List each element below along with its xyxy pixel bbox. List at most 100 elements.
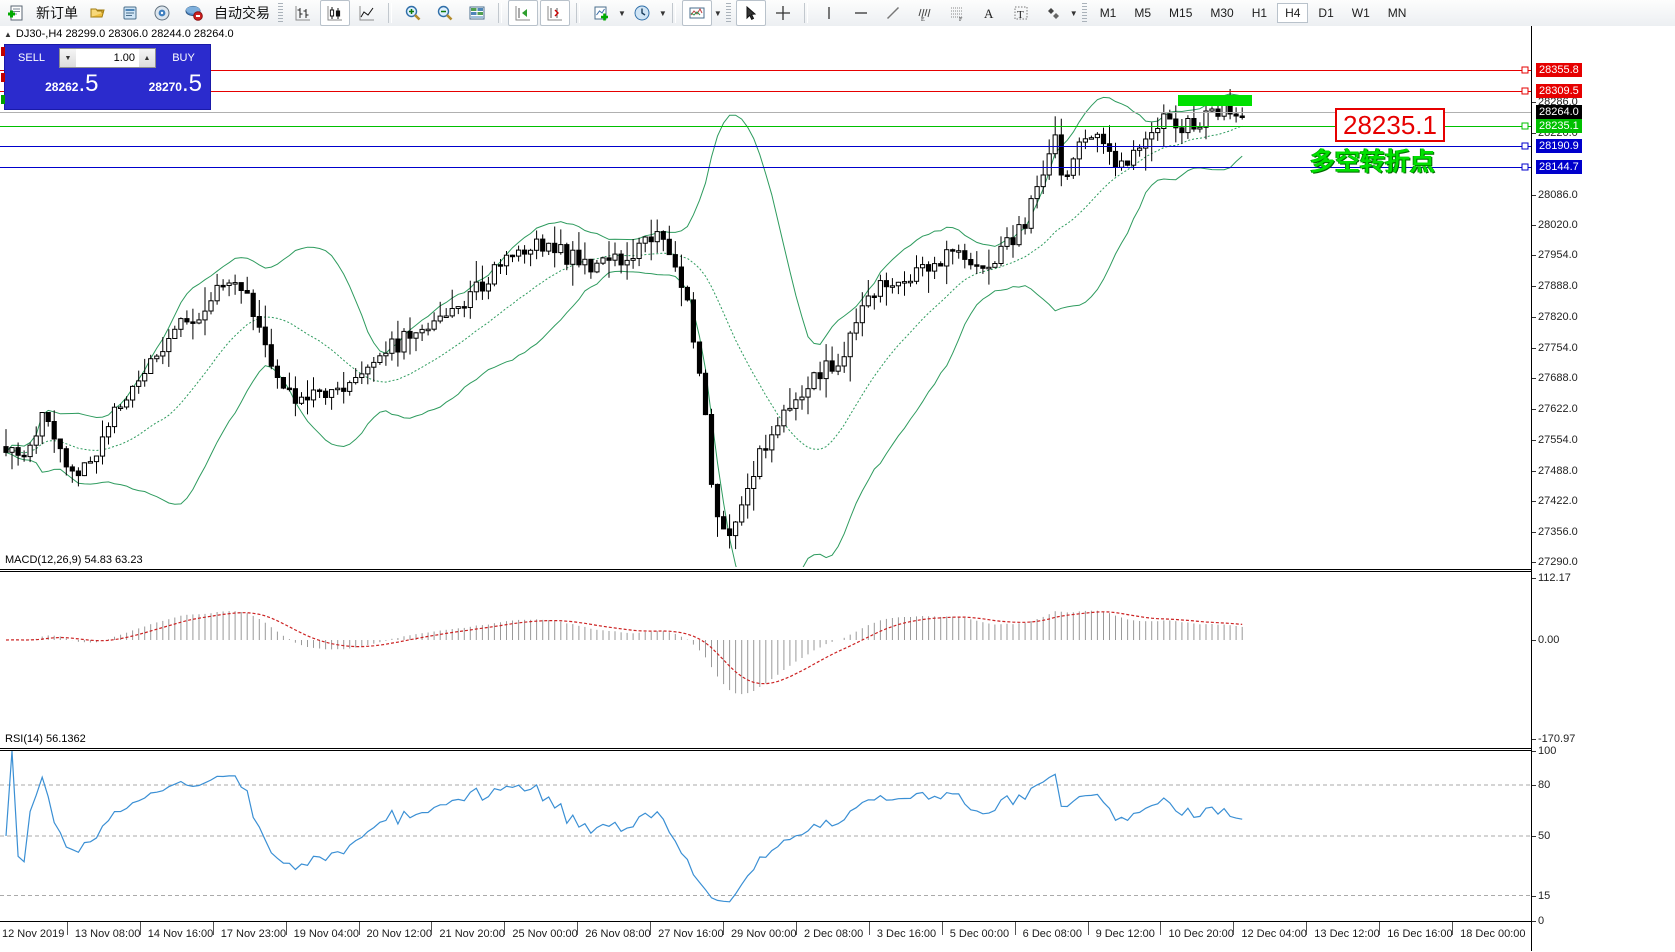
trendline-icon[interactable]	[878, 0, 908, 26]
level-line-28144.7[interactable]	[0, 167, 1531, 169]
periods-icon[interactable]	[627, 0, 657, 26]
timeframe-w1[interactable]: W1	[1351, 6, 1370, 20]
price-tick	[1532, 132, 1536, 134]
pane-divider-1b	[0, 571, 1531, 572]
price-annotation-value: 28235.1	[1343, 110, 1437, 140]
time-scale[interactable]: 12 Nov 2019 13 Nov 08:00 14 Nov 16:00 17 No…	[0, 921, 1531, 952]
horizontal-line-icon[interactable]	[846, 0, 876, 26]
chinese-annotation-text[interactable]: 多空转折点	[1310, 147, 1436, 176]
svg-text:E: E	[921, 17, 925, 22]
support-zone-rectangle[interactable]	[1178, 95, 1252, 106]
volume-input[interactable]: ▼ 1.00 ▲	[59, 48, 156, 68]
cursor-icon[interactable]	[735, 0, 766, 26]
autotrade-label[interactable]: 自动交易	[214, 5, 270, 21]
grid-icon[interactable]	[462, 0, 492, 26]
time-tick-label: 12 Dec 04:00	[1241, 928, 1307, 940]
time-divider	[577, 922, 579, 935]
timeframe-mn[interactable]: MN	[1387, 6, 1407, 20]
templates-dropdown-caret[interactable]: ▼	[713, 8, 722, 18]
time-divider	[1160, 922, 1162, 935]
level-line-28355.8[interactable]	[0, 70, 1531, 71]
volume-increase-button[interactable]: ▲	[139, 49, 155, 67]
price-tick-label: 27888.0	[1538, 279, 1578, 292]
one-click-trading-panel[interactable]: SELL ▼ 1.00 ▲ BUY 28262.5 28270.5	[1, 44, 211, 110]
time-tick-label: 25 Nov 00:00	[512, 928, 578, 940]
price-level-box-28190.9[interactable]: 28190.9	[1536, 139, 1582, 154]
text-label-icon[interactable]: T	[1006, 0, 1036, 26]
zoom-out-icon[interactable]	[430, 0, 460, 26]
bar-chart-icon[interactable]	[288, 0, 318, 26]
sell-button[interactable]: SELL	[18, 52, 45, 64]
level-line-anchor[interactable]	[1521, 87, 1529, 95]
new-order-icon[interactable]	[1, 0, 31, 26]
timeframe-h1[interactable]: H1	[1251, 6, 1268, 20]
price-pane[interactable]	[0, 40, 1531, 567]
vertical-line-icon[interactable]	[814, 0, 844, 26]
zoom-in-icon[interactable]	[398, 0, 428, 26]
price-level-box-28264.0[interactable]: 28264.0	[1536, 105, 1582, 120]
price-level-box-28309.5[interactable]: 28309.5	[1536, 84, 1582, 99]
level-line-anchor[interactable]	[1521, 142, 1529, 150]
time-tick-label: 14 Nov 16:00	[147, 928, 214, 940]
shapes-dropdown-caret[interactable]: ▼	[1069, 8, 1078, 18]
rsi-tick	[1532, 836, 1536, 837]
line-chart-icon[interactable]	[352, 0, 382, 26]
level-line-anchor[interactable]	[1521, 122, 1529, 130]
toolbar-grip-3[interactable]	[1081, 3, 1087, 23]
time-tick-label: 13 Nov 08:00	[74, 928, 141, 940]
shapes-icon[interactable]	[1038, 0, 1068, 26]
timeframe-m15[interactable]: M15	[1169, 6, 1193, 20]
level-line-28309.5[interactable]	[0, 91, 1531, 93]
new-order-label[interactable]: 新订单	[36, 5, 78, 21]
timeframe-d1[interactable]: D1	[1318, 6, 1334, 20]
rsi-chart-svg	[0, 751, 1531, 903]
level-line-28264.0[interactable]	[0, 112, 1531, 114]
indicators-icon[interactable]	[586, 0, 616, 26]
timeframe-m1[interactable]: M1	[1099, 6, 1117, 20]
macd-tick-label: 0.00	[1538, 634, 1560, 646]
shift-icon[interactable]	[540, 0, 570, 26]
price-level-box-28235.1[interactable]: 28235.1	[1536, 118, 1582, 133]
sell-price[interactable]: 28262.5	[5, 71, 109, 107]
volume-value[interactable]: 1.00	[76, 52, 139, 64]
text-icon[interactable]: A	[974, 0, 1004, 26]
data-window-icon[interactable]	[115, 0, 145, 26]
folder-icon[interactable]	[83, 0, 113, 26]
auto-scroll-icon[interactable]	[508, 0, 538, 26]
timeframe-h4[interactable]: H4	[1277, 3, 1309, 23]
navigator-icon[interactable]	[147, 0, 177, 26]
timeframe-m30[interactable]: M30	[1210, 6, 1234, 20]
fibonacci-icon[interactable]: F	[942, 0, 972, 26]
buy-price[interactable]: 28270.5	[109, 71, 211, 107]
buy-button[interactable]: BUY	[172, 52, 195, 64]
elliott-wave-icon[interactable]: E	[910, 0, 940, 26]
timeframe-m5[interactable]: M5	[1134, 6, 1152, 20]
indicators-dropdown-caret[interactable]: ▼	[618, 8, 626, 18]
level-line-28235.1[interactable]	[0, 125, 1531, 127]
price-level-box-28144.7[interactable]: 28144.7	[1536, 160, 1582, 175]
price-level-box-28355.8[interactable]: 28355.8	[1536, 63, 1582, 77]
periods-dropdown-caret[interactable]: ▼	[658, 8, 667, 18]
volume-decrease-button[interactable]: ▼	[60, 49, 76, 67]
autotrade-icon[interactable]	[179, 0, 209, 26]
time-tick-label: 6 Dec 08:00	[1022, 928, 1082, 940]
candlestick-icon[interactable]	[320, 0, 350, 26]
chart-title-bar: ▲ DJ30-,H4 28299.0 28306.0 28244.0 28264.…	[4, 28, 234, 40]
collapse-triangle-icon[interactable]: ▲	[4, 30, 12, 39]
level-line-anchor[interactable]	[1521, 66, 1529, 74]
price-scale[interactable]: 28286.028220.028086.028020.027954.027888…	[1531, 26, 1675, 951]
price-annotation-box[interactable]: 28235.1	[1335, 108, 1445, 142]
level-line-anchor[interactable]	[1521, 163, 1529, 171]
toolbar-separator-3	[576, 3, 580, 23]
toolbar-grip-2[interactable]	[725, 3, 731, 23]
toolbar-grip[interactable]	[278, 3, 283, 23]
time-divider	[139, 922, 141, 935]
crosshair-icon[interactable]	[768, 0, 798, 26]
svg-text:T: T	[1017, 9, 1024, 21]
macd-pane[interactable]	[0, 572, 1531, 746]
rsi-tick	[1532, 895, 1536, 897]
level-line-28190.9[interactable]	[0, 146, 1531, 148]
templates-icon[interactable]	[681, 0, 712, 26]
toolbar-separator-2	[498, 3, 502, 23]
rsi-pane[interactable]	[0, 751, 1531, 921]
